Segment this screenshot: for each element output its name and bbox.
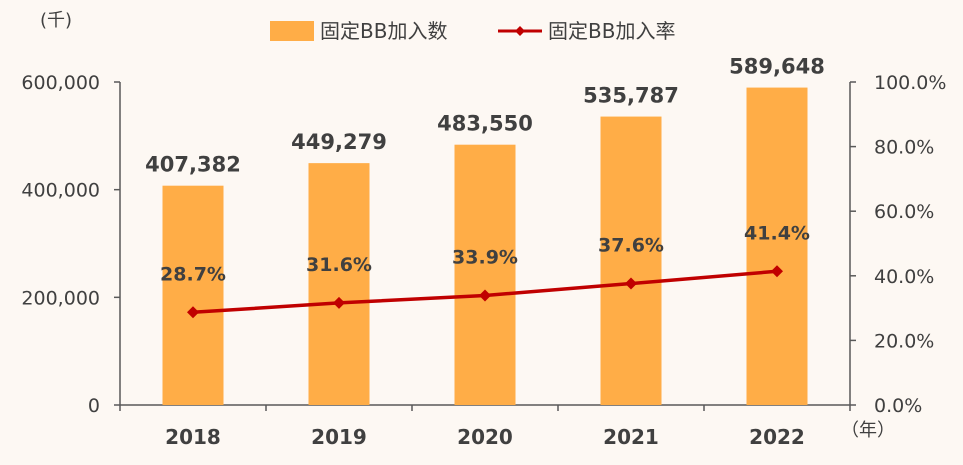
legend-bar-swatch <box>270 21 314 41</box>
x-tick-label: 2018 <box>165 425 221 449</box>
right-tick-label: 20.0% <box>874 330 934 352</box>
bar <box>454 144 516 406</box>
data-labels: 407,382 449,279 483,550 535,787 589,648 28.7%… <box>145 55 825 286</box>
right-tick-label: 0.0% <box>874 395 922 417</box>
rate-point <box>479 289 491 302</box>
bar <box>600 116 662 406</box>
left-tick-label: 200,000 <box>21 287 100 309</box>
left-tick-label: 600,000 <box>21 72 100 94</box>
legend-line-marker <box>515 26 525 36</box>
bar <box>746 87 808 406</box>
rate-point <box>771 265 783 278</box>
legend-line-label: 固定BB加入率 <box>548 19 675 43</box>
rate-point <box>333 296 345 309</box>
right-tick-label: 60.0% <box>874 201 934 223</box>
x-tick-label: 2022 <box>749 425 805 449</box>
right-tick-label: 100.0% <box>874 72 946 94</box>
left-axis-unit-label: (千) <box>40 10 72 31</box>
bar-value-label: 535,787 <box>583 84 679 108</box>
x-tick-label: 2019 <box>311 425 367 449</box>
rate-value-label: 37.6% <box>598 235 664 257</box>
bar <box>308 163 370 405</box>
rate-value-label: 41.4% <box>744 222 810 244</box>
rate-value-label: 28.7% <box>160 263 226 285</box>
rate-point <box>187 306 199 319</box>
left-tick-label: 0 <box>88 395 100 417</box>
bar-value-label: 589,648 <box>729 55 825 79</box>
legend: 固定BB加入数 固定BB加入率 <box>270 19 675 43</box>
rate-value-label: 31.6% <box>306 254 372 276</box>
line-series <box>187 265 783 319</box>
axes: 0 200,000 400,000 600,000 0.0% 20.0% 40.0% 60.0… <box>21 72 946 449</box>
legend-bar-label: 固定BB加入数 <box>320 19 447 43</box>
bar <box>162 185 224 405</box>
x-axis-unit-label: （年） <box>841 420 895 441</box>
bar-value-label: 407,382 <box>145 153 241 177</box>
rate-value-label: 33.9% <box>452 247 518 269</box>
bars <box>162 87 808 406</box>
x-tick-label: 2021 <box>603 425 659 449</box>
bar-value-label: 483,550 <box>437 112 533 136</box>
x-tick-label: 2020 <box>457 425 513 449</box>
rate-point <box>625 277 637 290</box>
left-tick-label: 400,000 <box>21 180 100 202</box>
bar-value-label: 449,279 <box>291 130 387 154</box>
right-tick-label: 40.0% <box>874 266 934 288</box>
right-tick-label: 80.0% <box>874 137 934 159</box>
